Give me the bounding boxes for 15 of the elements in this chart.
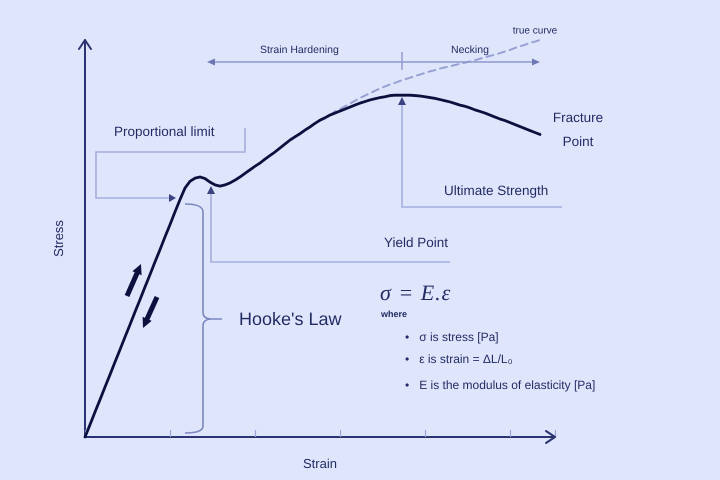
annotation: Fracture Point [552, 109, 604, 151]
series-label: true curve [512, 26, 558, 37]
annotation: σ = E.ε [380, 280, 452, 306]
annotation: Proportional limit [114, 124, 215, 140]
annotation: Necking [451, 44, 489, 56]
annotation: • σ is stress [Pa] [405, 330, 499, 345]
annotation: • ε is strain = ΔL/L₀ [405, 352, 513, 367]
annotation: Strain Hardening [260, 44, 339, 56]
x-axis-title: Strain [303, 456, 337, 471]
y-axis-title: Stress [51, 220, 66, 257]
annotation: • E is the modulus of elasticity [Pa] [405, 378, 596, 393]
annotation: Yield Point [384, 235, 448, 251]
annotation: where [381, 309, 408, 320]
annotation: Ultimate Strength [444, 183, 548, 199]
annotation: Hooke's Law [239, 309, 342, 330]
